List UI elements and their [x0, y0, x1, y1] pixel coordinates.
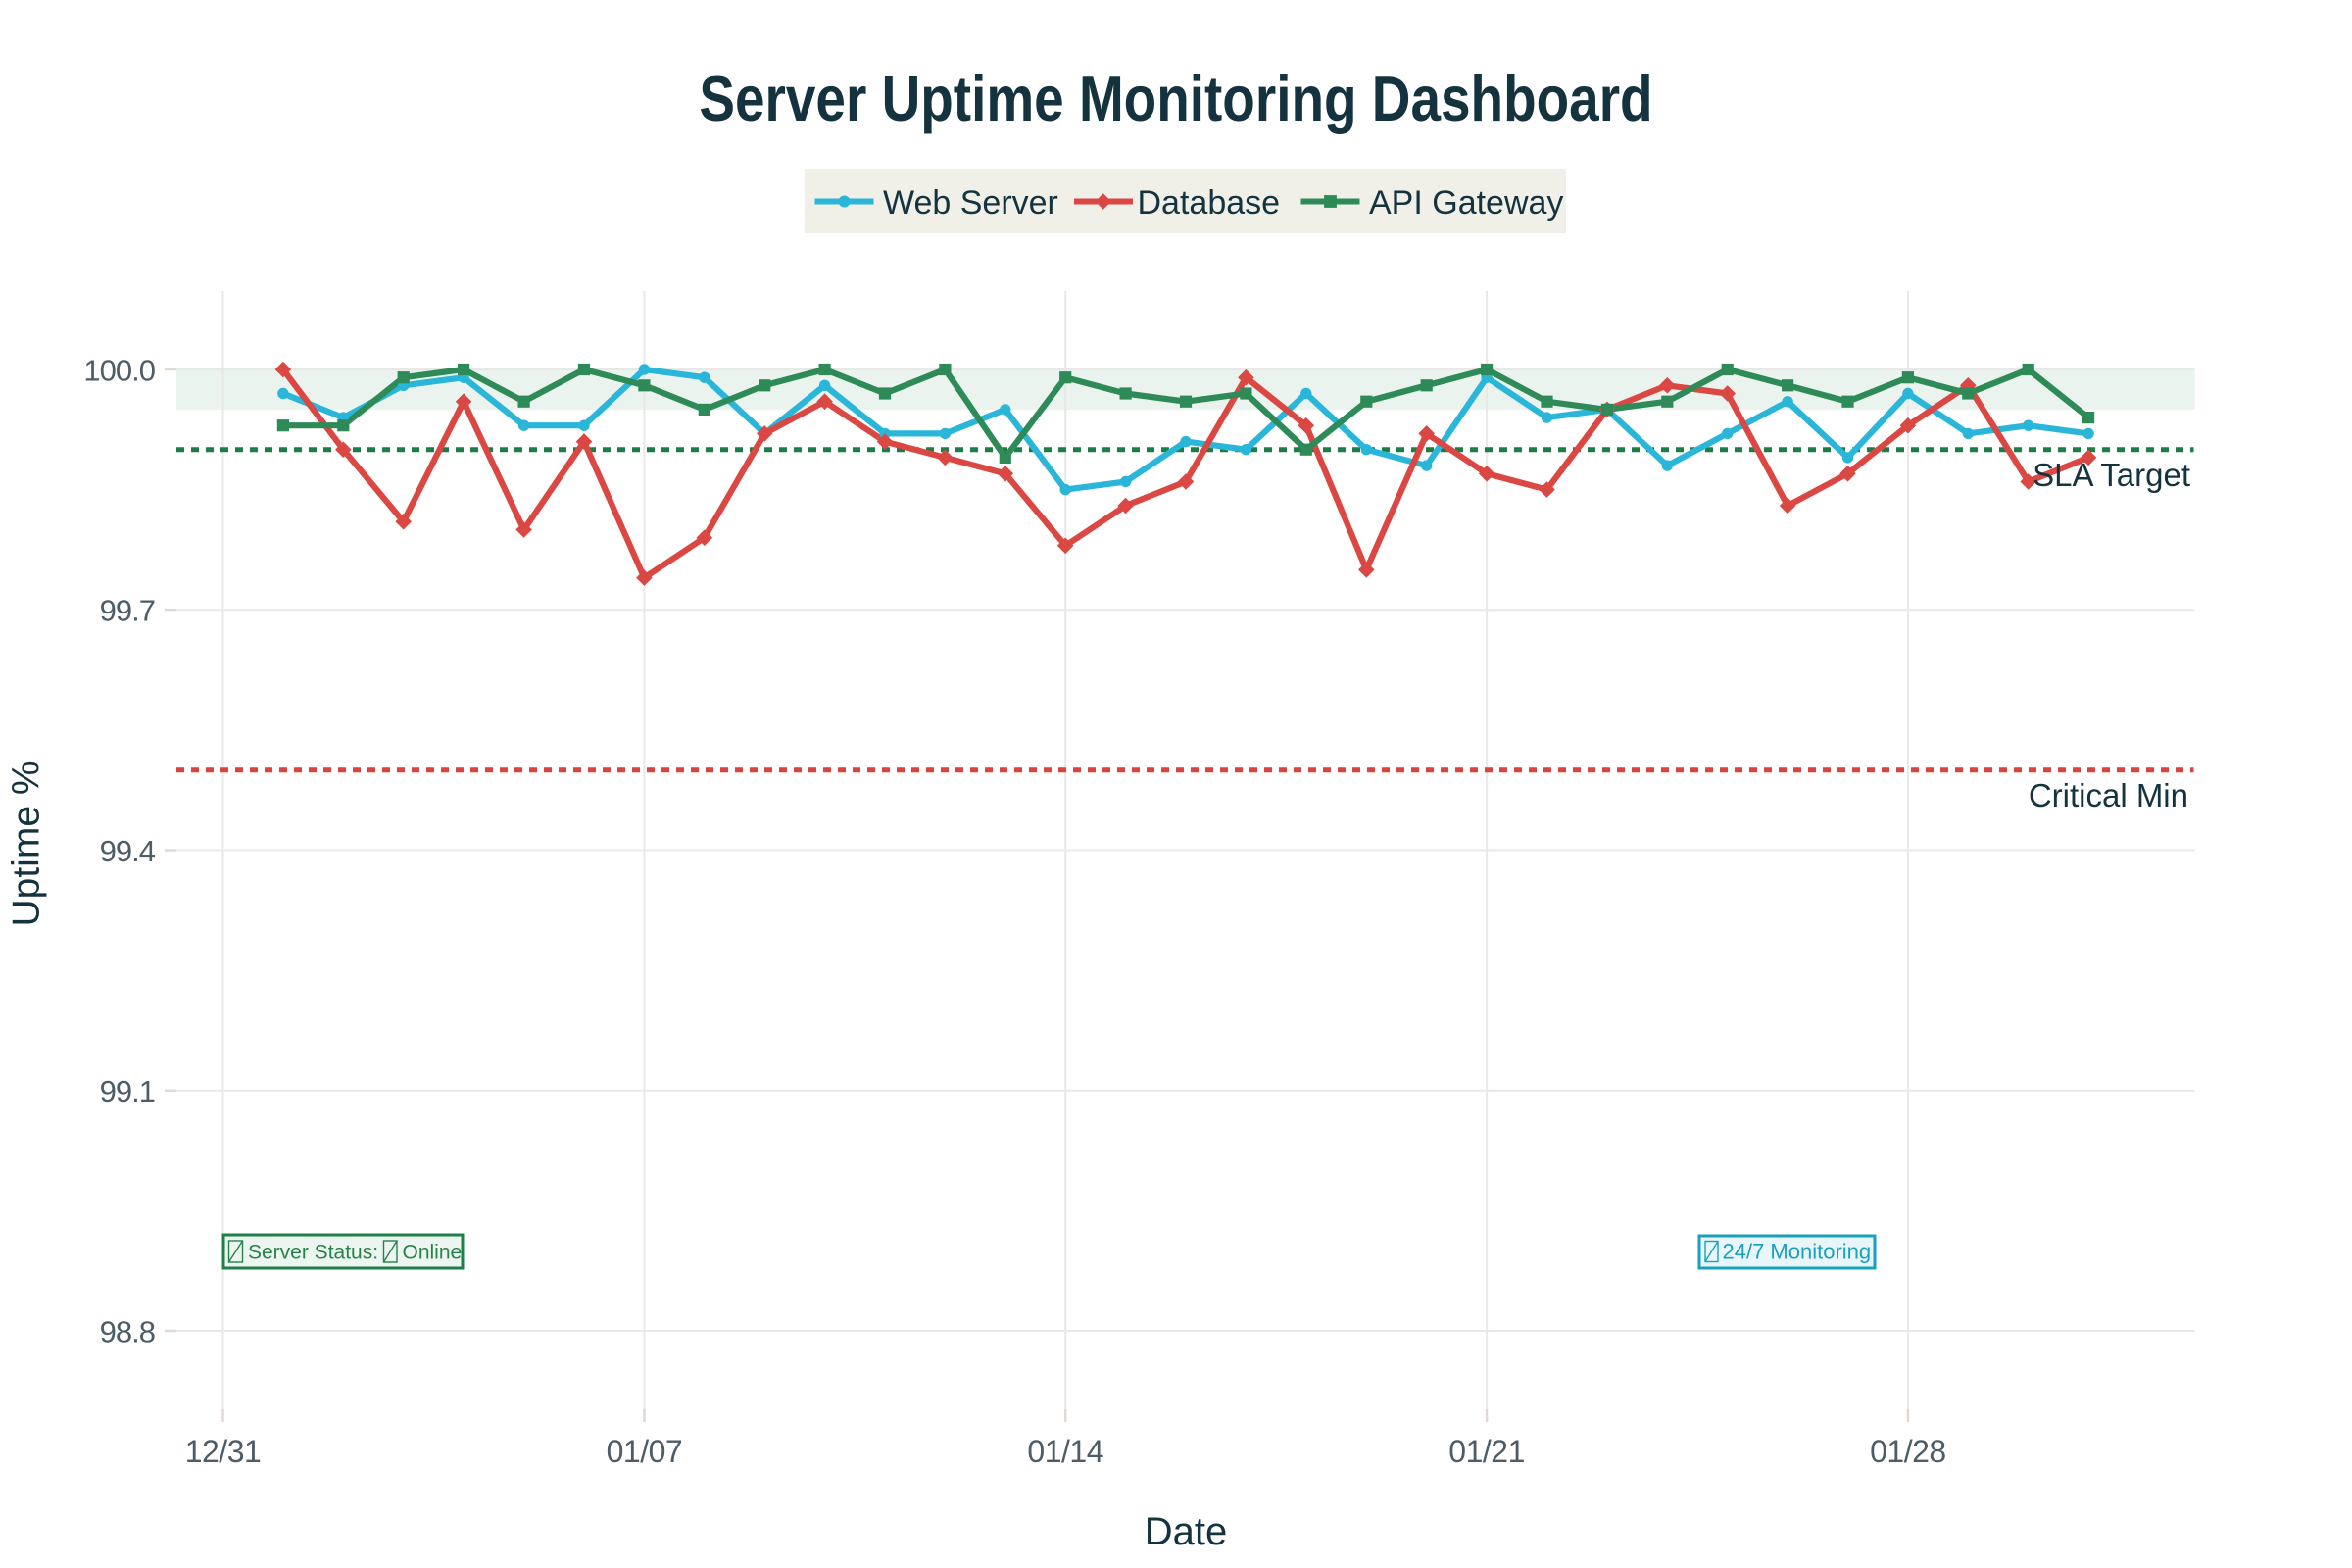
- svg-text:Server Uptime Monitoring Dashb: Server Uptime Monitoring Dashboard: [699, 64, 1652, 134]
- svg-text:Uptime %: Uptime %: [6, 760, 48, 926]
- svg-text:24/7 Monitoring: 24/7 Monitoring: [1723, 1240, 1872, 1264]
- svg-text:Database: Database: [1138, 184, 1281, 221]
- svg-text:01/07: 01/07: [607, 1434, 683, 1469]
- svg-text:100.0: 100.0: [83, 353, 155, 387]
- svg-text:01/21: 01/21: [1448, 1434, 1525, 1469]
- svg-text:Date: Date: [1145, 1510, 1228, 1553]
- svg-text:API Gateway: API Gateway: [1369, 184, 1563, 221]
- svg-text:01/28: 01/28: [1870, 1434, 1946, 1469]
- svg-text:Server Status:: Server Status:: [248, 1242, 378, 1264]
- svg-text:Online: Online: [403, 1242, 463, 1264]
- svg-text:99.7: 99.7: [100, 594, 155, 628]
- svg-text:99.1: 99.1: [100, 1074, 155, 1108]
- svg-text:SLA Target: SLA Target: [2033, 457, 2190, 493]
- svg-text:12/31: 12/31: [185, 1434, 262, 1469]
- svg-text:99.4: 99.4: [100, 834, 156, 868]
- svg-text:01/14: 01/14: [1027, 1434, 1103, 1469]
- svg-text:Web Server: Web Server: [883, 184, 1058, 221]
- svg-text:98.8: 98.8: [100, 1314, 155, 1348]
- svg-text:Critical Min: Critical Min: [2029, 777, 2188, 813]
